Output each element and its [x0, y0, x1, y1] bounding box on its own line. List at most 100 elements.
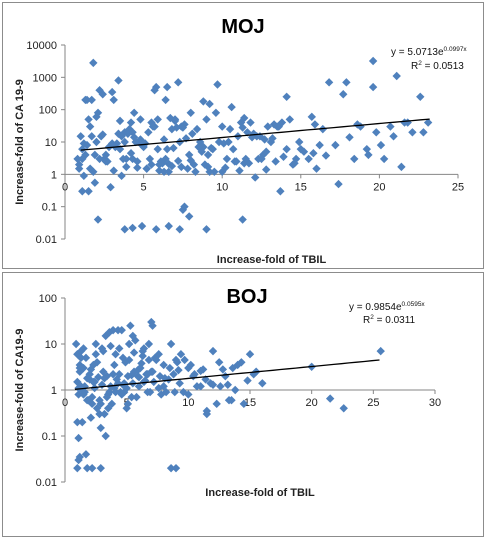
moj-data-point: [173, 156, 183, 166]
moj-data-point: [262, 165, 271, 174]
boj-data-point: [224, 396, 234, 405]
moj-data-point: [85, 164, 95, 173]
moj-data-point: [74, 160, 84, 169]
moj-data-point: [192, 124, 202, 134]
boj-data-point: [161, 387, 171, 397]
moj-data-point: [334, 179, 343, 189]
moj-data-point: [342, 78, 351, 87]
moj-data-point: [263, 122, 272, 131]
moj-data-point: [290, 159, 299, 168]
moj-data-point: [90, 150, 100, 160]
boj-chart-title: BOJ: [226, 286, 267, 308]
boj-data-point: [169, 370, 178, 379]
boj-chart-panel: BOJ0.010.1110100051015202530Increase-fol…: [2, 272, 484, 537]
moj-data-point: [273, 122, 282, 131]
boj-scatter-chart: BOJ0.010.1110100051015202530Increase-fol…: [14, 286, 441, 499]
moj-data-point: [315, 140, 324, 150]
boj-r-squared: R2 = 0.0311: [363, 314, 416, 326]
boj-data-point: [80, 382, 89, 391]
moj-y-axis-title: Increase-fold of CA 19-9: [14, 79, 26, 205]
boj-data-point: [132, 392, 141, 402]
moj-data-point: [139, 139, 148, 148]
moj-data-point: [178, 205, 188, 215]
moj-data-point: [107, 87, 117, 97]
moj-data-point: [78, 187, 87, 196]
boj-data-point: [121, 358, 130, 367]
moj-data-point: [159, 135, 169, 144]
moj-data-point: [161, 154, 170, 164]
boj-data-point: [218, 365, 228, 374]
moj-data-point: [213, 80, 222, 89]
moj-data-point: [120, 137, 129, 147]
moj-y-tick-label: 10: [45, 137, 57, 149]
moj-x-tick-label: 0: [62, 181, 68, 193]
boj-y-tick-label: 0.01: [36, 477, 57, 489]
moj-chart-title: MOJ: [221, 16, 264, 38]
boj-x-axis-title: Increase-fold of TBIL: [205, 487, 315, 499]
boj-data-point: [198, 365, 208, 374]
moj-data-point: [232, 157, 241, 166]
boj-data-point: [180, 355, 189, 365]
boj-data-point: [216, 382, 225, 391]
moj-equation-exponent: 0.0997x: [444, 46, 468, 53]
boj-equation-base: y = 0.9854e: [349, 302, 402, 313]
moj-equation-base: y = 5.0713e: [391, 47, 444, 58]
boj-data-point: [144, 355, 154, 365]
moj-data-point: [142, 164, 151, 173]
boj-data-point: [101, 431, 110, 441]
moj-data-point: [107, 139, 117, 148]
boj-data-point: [196, 382, 205, 391]
moj-data-point: [137, 221, 147, 231]
boj-data-point: [112, 375, 121, 384]
moj-data-point: [84, 187, 93, 196]
moj-data-point: [279, 152, 288, 161]
moj-data-point: [87, 132, 96, 141]
boj-data-point: [100, 409, 109, 419]
moj-y-tick-label: 0.1: [42, 202, 57, 214]
moj-data-point: [117, 132, 126, 141]
boj-data-point: [155, 371, 165, 381]
moj-data-point: [246, 118, 255, 127]
boj-equation-exponent: 0.0595x: [402, 301, 426, 308]
boj-data-point: [124, 339, 134, 349]
moj-scatter-chart: MOJ 0.01 0.1 1 10 100 1000 10000 0 5 10 15 20 25 Incre…: [14, 16, 468, 266]
moj-data-point: [205, 167, 214, 176]
moj-data-point: [331, 140, 340, 150]
boj-data-point: [147, 317, 156, 327]
boj-data-point: [174, 365, 183, 375]
moj-data-point: [122, 154, 131, 164]
moj-data-point: [147, 160, 156, 169]
moj-y-tick-label: 1000: [33, 72, 57, 84]
moj-y-tick-label: 0.01: [36, 234, 57, 246]
moj-data-point: [211, 108, 221, 118]
moj-data-point: [197, 147, 206, 156]
moj-data-point: [376, 140, 386, 150]
boj-data-point: [143, 370, 152, 379]
boj-data-point: [86, 365, 96, 374]
moj-data-point: [123, 129, 133, 138]
boj-x-tick-label: 10: [182, 397, 194, 409]
boj-data-point: [258, 379, 267, 388]
boj-data-point: [166, 339, 176, 349]
boj-data-point: [73, 350, 82, 359]
moj-data-point: [164, 167, 173, 176]
boj-data-point: [78, 417, 87, 427]
moj-r-squared: R2 = 0.0513: [411, 60, 464, 72]
boj-data-point: [86, 413, 96, 422]
moj-data-point: [170, 115, 180, 124]
moj-data-point: [89, 58, 98, 68]
moj-data-point: [206, 143, 216, 153]
moj-data-point: [368, 82, 378, 92]
boj-data-point: [115, 370, 124, 379]
moj-data-point: [109, 95, 118, 105]
boj-data-point: [95, 409, 104, 419]
moj-data-point: [93, 215, 103, 224]
boj-y-axis-title: Increase-fold of CA19-9: [14, 329, 26, 452]
moj-r-squared-value: = 0.0513: [422, 61, 464, 72]
moj-data-point: [229, 144, 238, 154]
moj-data-point: [386, 122, 395, 131]
moj-data-point: [397, 162, 406, 172]
moj-data-point: [241, 154, 250, 164]
boj-y-tick-label: 1: [51, 385, 57, 397]
boj-data-point: [176, 350, 186, 359]
